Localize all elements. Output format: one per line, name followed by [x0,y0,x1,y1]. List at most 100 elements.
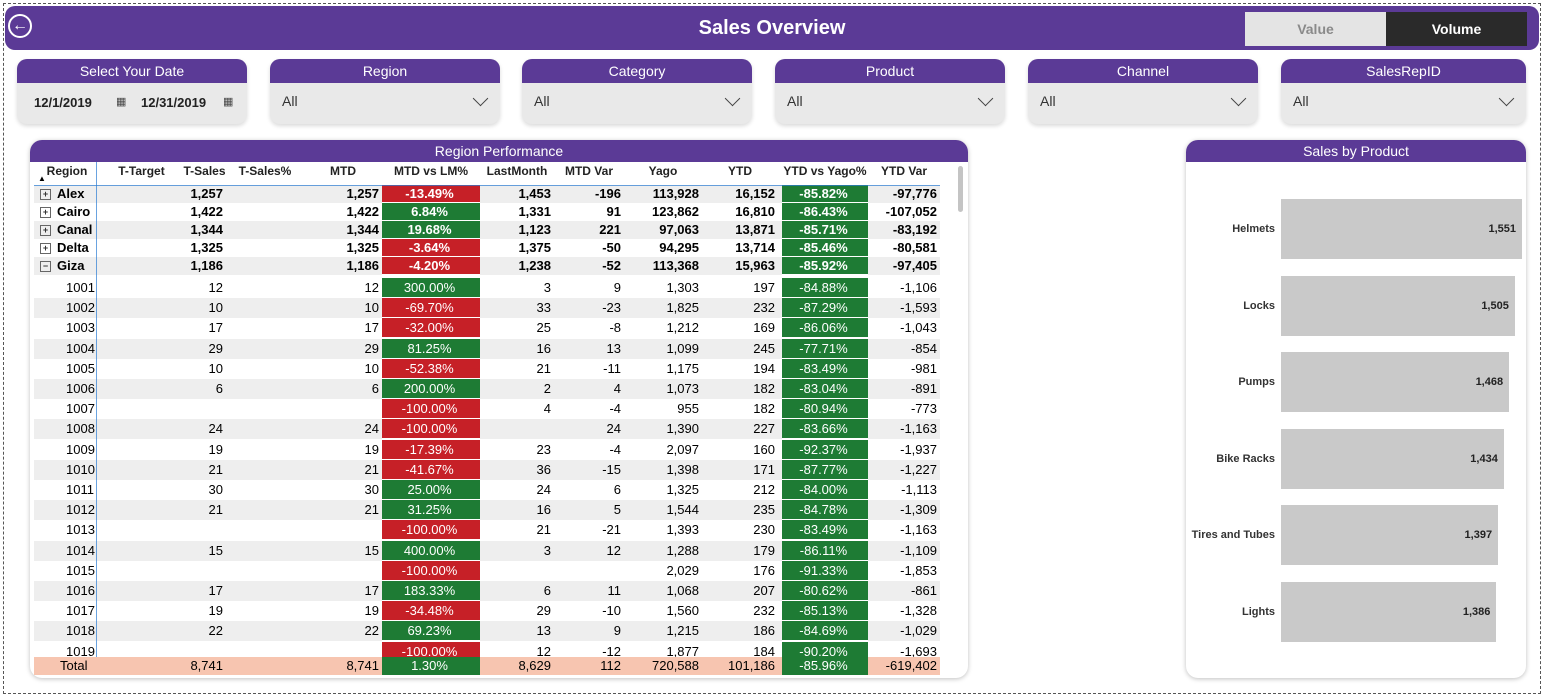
ttarget-cell [100,185,183,203]
mtdvar-cell: -50 [602,240,621,255]
region-label: 1009 [66,441,95,457]
chevron-down-icon[interactable] [724,90,741,107]
expand-icon[interactable]: + [40,243,51,255]
collapse-icon[interactable]: − [40,261,51,273]
salesrep-row: 1014 15 15 400.00% 3 12 1,288 179 -86.11% -1,109 [34,540,940,561]
lastmonth-cell [480,419,554,439]
expand-icon[interactable]: + [40,189,51,201]
tsales-cell: 29 [208,340,223,356]
salesrep-row: 1012 21 21 31.25% 16 5 1,544 235 -84.78% -1,309 [34,500,940,521]
lastmonth-cell: 23 [536,441,551,457]
vertical-scrollbar[interactable] [958,166,963,212]
ttarget-cell [100,520,183,540]
mtdvar-cell: 4 [613,381,621,396]
region-cell: 1003 [34,318,100,338]
category-slicer[interactable]: Category All [522,59,752,124]
mtdvar-cell: 13 [606,340,621,356]
mtdvar-cell: -21 [602,522,621,538]
product-slicer-value: All [787,93,803,109]
mtd-cell: 1,344 [346,222,379,237]
mtdlm-cell: -3.64% [382,239,480,257]
product-slicer[interactable]: Product All [775,59,1005,124]
ytdyago-cell: -83.66% [782,419,868,440]
ytdyago-cell: -91.33% [782,560,868,581]
product-bar[interactable]: 1,397 [1281,505,1499,566]
salesrep-slicer[interactable]: SalesRepID All [1281,59,1526,124]
chevron-down-icon[interactable] [977,90,994,107]
lastmonth-cell: 25 [536,320,551,336]
tsales-cell [183,561,226,581]
ytdvar-cell: -1,029 [900,623,937,639]
column-header[interactable]: YTD vs Yago% [783,164,867,178]
end-date-input[interactable]: 12/31/2019 [141,95,207,110]
end-calendar-icon[interactable]: ▦ [223,96,234,108]
product-bar[interactable]: 1,468 [1281,352,1510,413]
product-bar[interactable]: 1,505 [1281,275,1515,336]
product-bar-label: Bike Racks [1216,452,1275,465]
expand-icon[interactable]: + [40,207,51,219]
column-header[interactable]: MTD [330,164,356,178]
column-header[interactable]: Yago [648,164,678,178]
product-bar[interactable]: 1,386 [1281,582,1497,642]
tsalesp-cell [226,318,304,338]
ytdyago-cell: -84.88% [782,278,868,298]
region-cell: + Cairo [34,203,100,221]
column-header[interactable]: YTD Var [880,164,928,178]
ytd-cell: 227 [753,421,775,437]
region-row: + Alex 1,257 1,257 -13.49% 1,453 -196 113,928 16… [34,185,940,203]
lastmonth-cell: 4 [543,401,551,417]
volume-toggle-button[interactable]: Volume [1386,12,1527,46]
mtdvar-cell: -11 [603,360,621,376]
value-toggle-button[interactable]: Value [1245,12,1386,46]
channel-slicer[interactable]: Channel All [1028,59,1258,124]
expand-icon[interactable]: + [40,225,51,237]
ytdvar-cell: -981 [910,360,937,376]
region-cell: 1014 [34,541,100,561]
column-header[interactable]: MTD vs LM% [393,164,468,178]
mtdlm-cell: -52.38% [382,358,480,379]
ytd-cell: 207 [753,583,775,598]
chevron-down-icon[interactable] [472,90,489,107]
column-header[interactable]: T-Sales [183,164,226,178]
ytdvar-cell: -80,581 [892,240,937,255]
tsales-cell: 21 [208,461,223,477]
ttarget-cell [100,601,183,621]
region-label: 1017 [66,603,95,619]
product-bar[interactable]: 1,551 [1281,199,1522,259]
yago-cell: 1,877 [666,643,699,659]
product-bar-label: Tires and Tubes [1191,529,1275,542]
product-bar-value: 1,386 [1462,606,1491,618]
mtd-cell [304,520,382,540]
chevron-down-icon[interactable] [1230,90,1247,107]
back-arrow-icon[interactable]: ← [8,14,32,38]
ttarget-cell [100,440,183,460]
ytd-cell: 184 [753,643,775,659]
ytd-cell: 13,714 [735,240,775,255]
ytdyago-cell: -85.13% [782,601,868,622]
region-label: 1003 [66,320,95,336]
salesrep-slicer-value: All [1293,93,1309,109]
product-bar-value: 1,397 [1464,529,1493,542]
ttarget-cell [100,581,183,601]
column-header[interactable]: Region [46,164,88,178]
product-bar[interactable]: 1,434 [1281,428,1504,489]
sort-ascending-icon[interactable]: ▲ [38,174,46,183]
column-header[interactable]: LastMonth [486,164,548,178]
ttarget-cell [100,298,183,318]
yago-cell: 94,295 [659,240,699,255]
column-header[interactable]: YTD [728,164,752,178]
salesrep-row: 1013 -100.00% 21 -21 1,393 230 -83.49% -1,163 [34,520,940,541]
start-calendar-icon[interactable]: ▦ [116,96,127,108]
mtdvar-cell: 9 [613,623,621,639]
column-header[interactable]: T-Target [118,164,165,178]
column-header[interactable]: T-Sales% [238,164,292,178]
start-date-input[interactable]: 12/1/2019 [34,95,92,110]
tsalesp-cell [226,203,304,221]
column-header[interactable]: MTD Var [564,164,613,178]
chevron-down-icon[interactable] [1498,90,1515,107]
region-slicer[interactable]: Region All [270,59,500,124]
region-label: 1011 [66,482,94,497]
tsales-cell: 17 [208,320,223,336]
region-cell: 1009 [34,440,100,460]
region-label: 1002 [66,300,95,316]
